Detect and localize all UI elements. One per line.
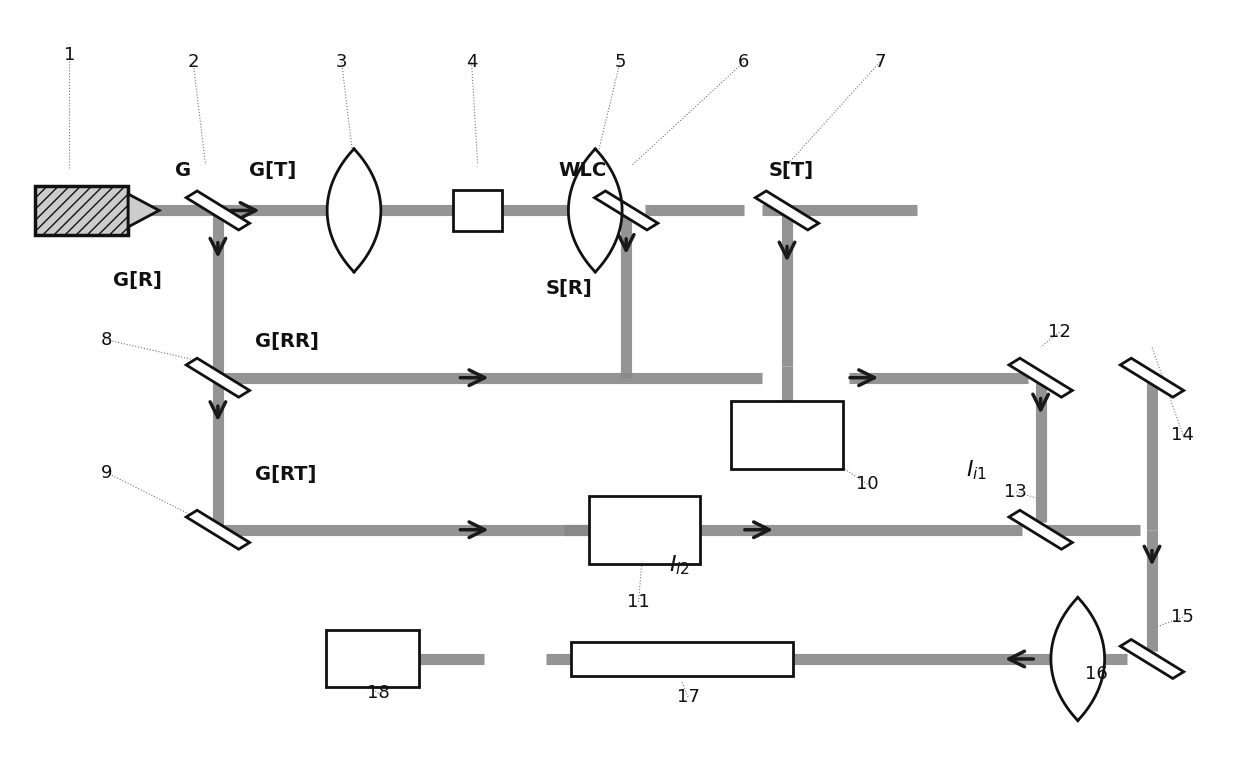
FancyBboxPatch shape — [326, 630, 419, 687]
Text: 16: 16 — [1085, 665, 1107, 683]
Polygon shape — [128, 194, 159, 227]
Text: 9: 9 — [100, 464, 113, 481]
Text: 11: 11 — [627, 593, 650, 611]
Polygon shape — [186, 510, 249, 549]
Polygon shape — [1120, 358, 1184, 398]
Text: 1: 1 — [63, 46, 76, 63]
Text: 12: 12 — [1048, 323, 1070, 341]
Text: 5: 5 — [614, 53, 626, 71]
Text: G[RT]: G[RT] — [255, 465, 316, 485]
Text: 7: 7 — [874, 53, 885, 71]
FancyBboxPatch shape — [36, 185, 128, 235]
FancyBboxPatch shape — [453, 189, 502, 231]
Polygon shape — [1009, 510, 1073, 549]
Polygon shape — [594, 191, 658, 230]
Text: G[T]: G[T] — [249, 161, 296, 180]
Polygon shape — [1009, 358, 1073, 398]
Text: $I_{i2}$: $I_{i2}$ — [670, 553, 691, 577]
Text: S[T]: S[T] — [769, 161, 813, 180]
Text: G[RR]: G[RR] — [255, 333, 319, 351]
Text: $I_{i1}$: $I_{i1}$ — [966, 459, 988, 482]
Text: G: G — [175, 161, 191, 180]
FancyBboxPatch shape — [589, 495, 701, 564]
Text: G[R]: G[R] — [113, 272, 161, 291]
Text: 10: 10 — [856, 475, 879, 493]
Text: 4: 4 — [466, 53, 477, 71]
Text: 18: 18 — [367, 684, 391, 702]
Polygon shape — [1120, 639, 1184, 678]
Text: WLC: WLC — [558, 161, 606, 180]
Text: 2: 2 — [187, 53, 198, 71]
Text: 17: 17 — [677, 688, 699, 706]
Polygon shape — [327, 149, 381, 272]
Text: 8: 8 — [100, 330, 113, 349]
FancyBboxPatch shape — [570, 642, 794, 676]
Polygon shape — [568, 149, 622, 272]
FancyBboxPatch shape — [732, 401, 843, 469]
Text: 14: 14 — [1172, 426, 1194, 444]
Polygon shape — [755, 191, 818, 230]
Text: 15: 15 — [1172, 608, 1194, 626]
Polygon shape — [186, 191, 249, 230]
Text: 3: 3 — [336, 53, 347, 71]
Text: 13: 13 — [1004, 483, 1028, 501]
Text: S[R]: S[R] — [546, 279, 593, 298]
Polygon shape — [1052, 597, 1105, 720]
Polygon shape — [186, 358, 249, 398]
Text: 6: 6 — [738, 53, 749, 71]
